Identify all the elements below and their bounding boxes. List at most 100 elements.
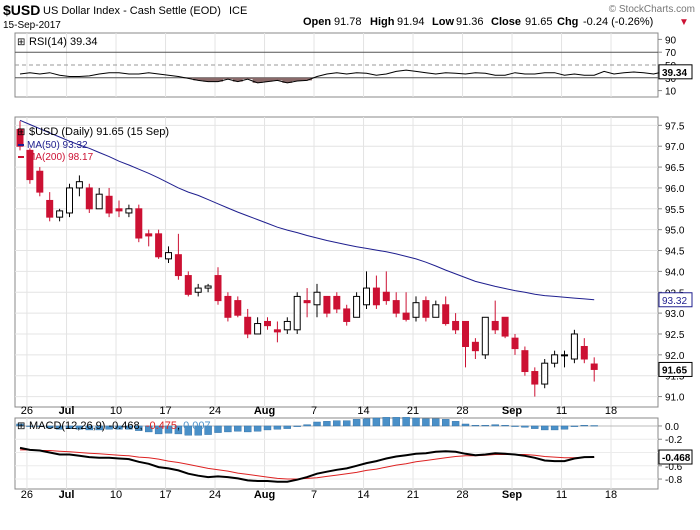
macd-histogram-bar [253, 425, 262, 432]
candle-up [313, 291, 321, 306]
macd-histogram-bar [541, 425, 549, 431]
candle-down [214, 275, 222, 302]
macd-histogram-bar [154, 425, 163, 435]
candle-down [323, 295, 331, 314]
macd-histogram-bar [313, 421, 321, 427]
macd-y-tick-label: 0.0 [665, 422, 679, 433]
price-y-tick-label: 94.5 [665, 247, 685, 258]
candle-down [501, 316, 509, 337]
macd-histogram-bar [521, 425, 529, 428]
macd-legend-icon: ⊞ [17, 421, 25, 432]
x-bottom-tick-label: 10 [110, 489, 122, 501]
macd-legend-main: MACD(12,26,9) -0.468 [29, 420, 140, 432]
candle-up [293, 295, 301, 331]
candle-down [155, 233, 163, 258]
candle-down [303, 300, 311, 304]
macd-histogram-bar [501, 425, 509, 427]
chg-value: -0.24 (-0.26%) [583, 16, 653, 28]
price-y-tick-label: 91.0 [665, 393, 685, 404]
svg-text:MACD(12,26,9) -0.468, -0.475,: MACD(12,26,9) -0.468, -0.475, 0.007 [29, 420, 211, 432]
rsi-y-tick-label: 90 [665, 35, 677, 46]
macd-histogram-bar [283, 425, 291, 429]
candle-down [462, 320, 469, 347]
ma200-legend: MA(200) 98.17 [27, 152, 94, 163]
candle-down [46, 199, 54, 218]
macd-histogram-bar [95, 425, 103, 431]
macd-histogram-bar [402, 417, 410, 427]
price-legend-icon: ⊞ [17, 127, 25, 138]
x-bottom-tick-label: Jul [59, 489, 75, 501]
macd-histogram-bar [362, 418, 371, 427]
x-bottom-tick-label: Aug [254, 489, 275, 501]
candle-up [570, 333, 578, 360]
chg-down-icon: ▼ [679, 17, 689, 28]
macd-histogram-bar [461, 423, 470, 427]
candle-down [372, 287, 380, 306]
candle-down [382, 291, 390, 302]
macd-histogram-bar [372, 417, 381, 427]
candle-up [481, 316, 489, 356]
macd-histogram-bar [471, 425, 480, 427]
rsi-legend-icon: ⊞ [17, 37, 25, 48]
signal-line [20, 449, 595, 480]
macd-histogram-bar [412, 417, 420, 427]
price-y-tick-label: 95.5 [665, 205, 685, 216]
symbol: $USD [3, 2, 40, 18]
candle-down [234, 300, 242, 316]
chart-date: 15-Sep-2017 [3, 20, 61, 31]
x-mid-tick-label: Jul [59, 405, 75, 417]
candle-up [66, 187, 73, 214]
macd-histogram-bar [442, 419, 450, 427]
candle-down [452, 320, 460, 331]
macd-histogram-bar [174, 425, 183, 435]
macd-histogram-bar [194, 425, 202, 436]
chart-header: $USD US Dollar Index - Cash Settle (EOD)… [3, 2, 695, 31]
rsi-title: RSI(14) 39.34 [29, 36, 97, 48]
x-mid-tick-label: 10 [110, 405, 122, 417]
x-axis-middle: 26 Jul 10 17 24 Aug 7 14 21 28 Sep 11 18 [21, 405, 617, 417]
high-label: High [370, 16, 395, 28]
macd-y-tick-label: -0.6 [665, 462, 683, 473]
candle-down [36, 170, 44, 193]
close-label: Close [491, 16, 521, 28]
price-y-tick-label: 97.5 [665, 121, 685, 132]
x-bottom-tick-label: 7 [311, 489, 317, 501]
x-mid-tick-label: 26 [21, 405, 33, 417]
candle-down [184, 275, 192, 295]
macd-histogram-bar [234, 425, 242, 432]
macd-panel-frame [14, 417, 659, 490]
x-bottom-tick-label: 24 [209, 489, 221, 501]
macd-histogram-bar [481, 425, 489, 427]
price-title: $USD (Daily) 91.65 (15 Sep) [29, 126, 169, 138]
candle-up [432, 304, 440, 318]
x-mid-tick-label: 21 [407, 405, 419, 417]
close-value: 91.65 [525, 16, 553, 28]
candle-down [135, 208, 143, 239]
price-current-value: 91.65 [662, 365, 687, 376]
open-value: 91.78 [334, 16, 362, 28]
candle-up [204, 285, 212, 289]
price-panel-frame [14, 116, 659, 408]
price-panel: ⊞ $USD (Daily) 91.65 (15 Sep) MA(50) 93.… [14, 116, 693, 408]
macd-histogram-bar [432, 418, 440, 427]
rsi-y-tick-label: 10 [665, 87, 677, 98]
low-value: 91.36 [456, 16, 484, 28]
macd-histogram-bar [75, 425, 84, 430]
candle-down [442, 304, 450, 325]
x-bottom-tick-label: 11 [556, 489, 567, 501]
x-mid-tick-label: Sep [502, 405, 522, 417]
macd-histogram-bar [115, 425, 123, 430]
macd-y-tick-label: -0.2 [665, 435, 683, 446]
x-bottom-tick-label: 26 [21, 489, 33, 501]
macd-panel: ⊞ MACD(12,26,9) -0.468, -0.475, 0.007 0.… [14, 417, 693, 490]
candle-down [174, 254, 182, 277]
macd-y-tick-label: -0.8 [665, 475, 683, 486]
candle-up [56, 210, 64, 218]
candle-down [264, 320, 271, 327]
price-y-tick-label: 93.0 [665, 309, 685, 320]
candle-down [343, 308, 351, 322]
candle-down [521, 350, 529, 373]
x-bottom-tick-label: 21 [407, 489, 419, 501]
x-mid-tick-label: 17 [159, 405, 171, 417]
